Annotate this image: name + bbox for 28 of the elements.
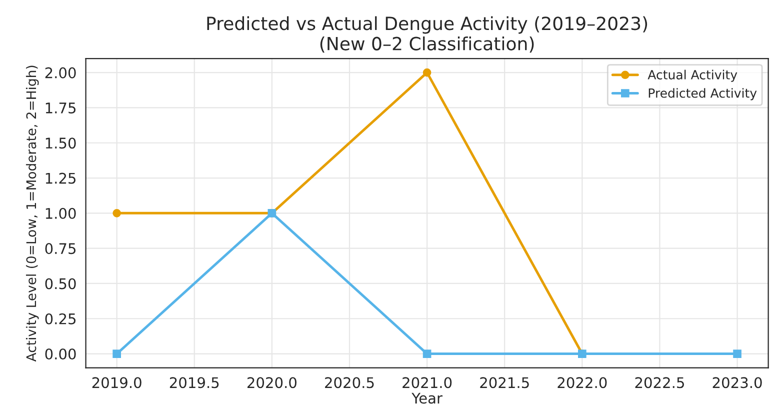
x-tick-label: 2019.5 xyxy=(170,377,219,388)
point xyxy=(422,350,432,358)
point xyxy=(112,350,121,358)
y-tick-label: 1.50 xyxy=(46,138,76,149)
x-axis-title: Year xyxy=(412,392,442,404)
y-tick-label: 0.75 xyxy=(45,243,76,254)
point xyxy=(733,350,742,358)
chart-title: Predicted vs Actual Dengue Activity (2019–2023) (New 0–2 Classification) xyxy=(207,16,648,53)
legend-label: Actual Activity xyxy=(648,70,738,82)
y-tick-label: 2.00 xyxy=(45,67,76,78)
x-tick-label: 2020.5 xyxy=(325,377,374,388)
y-tick-label: 1.00 xyxy=(46,208,76,219)
y-tick-label: 1.75 xyxy=(46,102,76,114)
y-axis-title: Activity Level (0=Low, 1=Moderate, 2=High) xyxy=(26,66,39,362)
x-tick-label: 2020.0 xyxy=(247,377,296,388)
y-tick-label: 0.25 xyxy=(45,313,76,324)
x-tick-label: 2022.0 xyxy=(558,377,607,388)
y-tick-label: 0.50 xyxy=(45,278,76,290)
x-tick-label: 2023.0 xyxy=(712,377,762,388)
point xyxy=(422,68,432,77)
x-tick-label: 2022.5 xyxy=(635,377,684,388)
x-tick-label: 2021.5 xyxy=(480,377,529,388)
x-tick-label: 2019.0 xyxy=(92,377,142,388)
legend-label: Predicted Activity xyxy=(648,88,757,100)
point xyxy=(112,209,121,218)
x-tick-label: 2021.0 xyxy=(402,377,452,388)
y-tick-label: 1.25 xyxy=(46,172,76,184)
y-tick-label: 0.00 xyxy=(45,348,76,360)
